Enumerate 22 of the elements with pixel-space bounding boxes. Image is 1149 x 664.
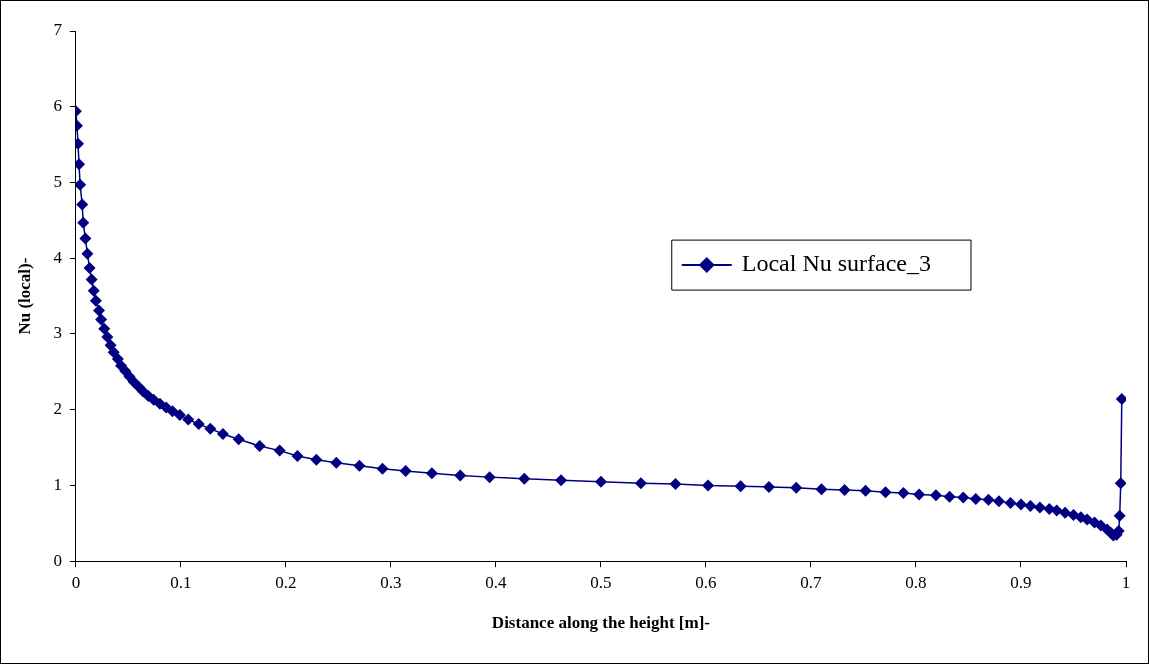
x-tick-label: 0.2 bbox=[275, 572, 297, 592]
y-tick-label: 1 bbox=[53, 474, 62, 494]
x-tick-label: 0.7 bbox=[800, 572, 823, 592]
x-axis-title: Distance along the height [m]- bbox=[491, 613, 711, 633]
x-tick-label: 0.4 bbox=[485, 572, 508, 592]
y-tick-label: 2 bbox=[53, 399, 62, 419]
x-tick-label: 0 bbox=[71, 572, 81, 592]
x-tick-label: 1 bbox=[1121, 572, 1131, 592]
y-tick-label: 3 bbox=[53, 323, 62, 343]
y-axis-title: Nu (local)- bbox=[14, 257, 34, 335]
x-tick-label: 0.1 bbox=[170, 572, 192, 592]
x-tick-label: 0.5 bbox=[590, 572, 612, 592]
y-tick-label: 5 bbox=[53, 171, 62, 191]
y-tick-label: 7 bbox=[53, 20, 63, 40]
legend-label: Local Nu surface_3 bbox=[741, 250, 931, 277]
y-tick-label: 0 bbox=[53, 550, 62, 570]
y-tick-label: 6 bbox=[53, 96, 62, 116]
x-tick-label: 0.9 bbox=[1010, 572, 1032, 592]
x-tick-label: 0.6 bbox=[695, 572, 717, 592]
x-tick-label: 0.8 bbox=[905, 572, 927, 592]
y-tick-label: 4 bbox=[53, 247, 63, 267]
x-tick-label: 0.3 bbox=[380, 572, 402, 592]
